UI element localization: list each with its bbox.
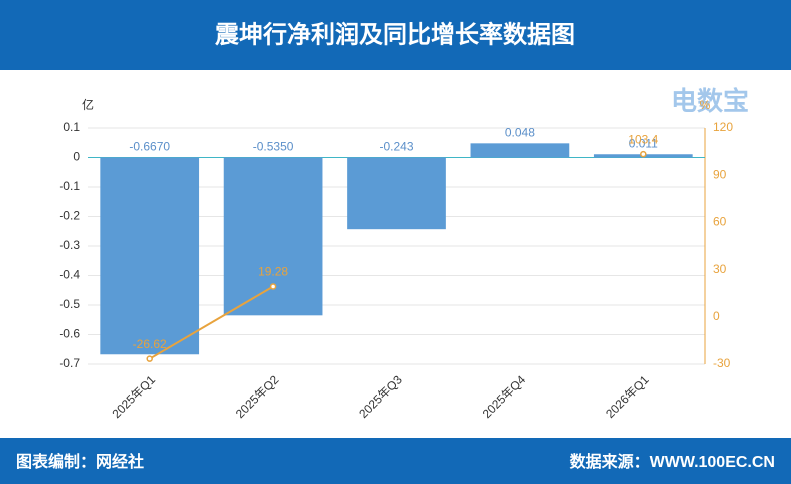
x-tick-label: 2025年Q1: [109, 372, 158, 421]
bar: [470, 143, 570, 158]
line-point: [146, 355, 153, 362]
y-tick-label: -0.5: [59, 297, 80, 311]
y-tick-label: -0.6: [59, 327, 80, 341]
footer-band: [0, 438, 791, 484]
bar-value-label: 0.048: [505, 126, 535, 140]
bar-value-label: 0.011: [629, 136, 658, 150]
bar: [223, 157, 323, 316]
line-value-label: 19.28: [258, 265, 288, 279]
footer-left: 图表编制：网经社: [16, 452, 144, 471]
chart-title: 震坤行净利润及同比增长率数据图: [215, 20, 575, 48]
y2-axis-label: %: [700, 98, 711, 112]
y-tick-label: -0.7: [59, 356, 80, 370]
y2-tick-label: 30: [713, 262, 727, 276]
header-band: [0, 0, 791, 70]
x-tick-label: 2025年Q2: [233, 372, 282, 421]
footer-right: 数据来源：WWW.100EC.CN: [570, 452, 775, 471]
line-point: [640, 150, 647, 158]
bar-value-label: -0.6670: [129, 140, 170, 154]
line-value-label: 103.4: [628, 132, 658, 146]
y2-tick-label: 120: [713, 120, 733, 134]
y-tick-label: -0.4: [59, 268, 80, 282]
y-axis-label: 亿: [82, 97, 94, 112]
line-value-label: -26.62: [133, 337, 167, 351]
y-tick-label: -0.3: [59, 238, 80, 252]
x-tick-label: 2025年Q4: [480, 372, 529, 421]
y-tick-label: 0.1: [63, 120, 80, 134]
y2-tick-label: 90: [713, 167, 727, 181]
y-tick-label: -0.2: [59, 209, 80, 223]
y2-tick-label: 0: [713, 309, 720, 323]
bar: [347, 157, 446, 230]
bar-value-label: -0.5350: [253, 140, 294, 154]
watermark: 电数宝: [671, 86, 749, 116]
y-tick-label: -0.1: [59, 179, 80, 193]
line: [149, 285, 274, 360]
line-point: [269, 283, 277, 290]
y2-tick-label: 60: [713, 215, 727, 229]
bar: [100, 157, 200, 355]
bar-value-label: -0.243: [379, 140, 413, 154]
y2-tick-label: -30: [713, 356, 731, 370]
y-tick-label: 0: [73, 150, 80, 164]
x-tick-label: 2026年Q1: [603, 372, 652, 421]
x-tick-label: 2025年Q3: [356, 372, 405, 421]
